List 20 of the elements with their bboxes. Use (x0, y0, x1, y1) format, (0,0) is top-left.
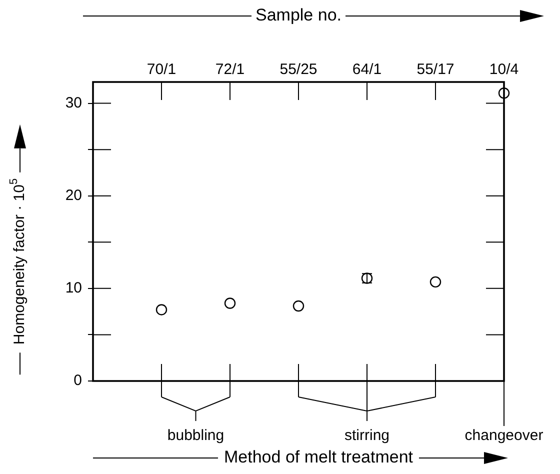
text: stirring (344, 427, 390, 444)
text: bubbling (167, 427, 224, 444)
x-tick-label: 55/25 (280, 61, 318, 78)
text: changeover (464, 427, 544, 444)
x-tick-label: 55/17 (416, 61, 454, 78)
x-tick-label: 72/1 (215, 61, 245, 78)
point (224, 298, 236, 309)
y-axis-title: Homogeneity factor · 105 (8, 178, 28, 345)
point (292, 300, 304, 312)
x2-axis-title: Sample no. (256, 6, 342, 25)
x-axis-title: Method of melt treatment (224, 448, 414, 467)
y-tick-label: 30 (65, 94, 82, 112)
x-tick-label: 10/4 (489, 61, 519, 78)
y-tick-label: 10 (65, 280, 82, 297)
point (156, 304, 168, 316)
y-tick-label: 20 (65, 187, 82, 204)
point (430, 276, 442, 288)
x-tick-label: 64/1 (352, 61, 382, 78)
x-tick-label: 70/1 (146, 61, 176, 78)
y-tick-label: 0 (74, 372, 82, 390)
